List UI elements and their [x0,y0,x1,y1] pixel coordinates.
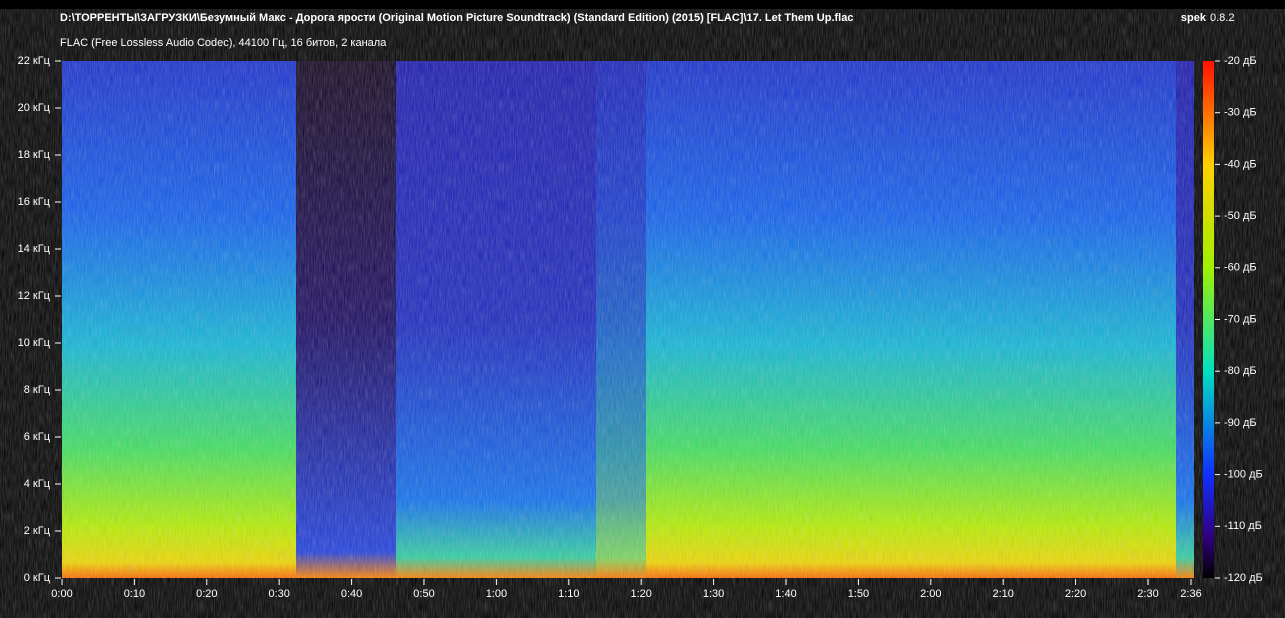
frequency-label: 22 кГц [18,55,51,67]
time-label: 1:50 [848,588,869,600]
time-label: 0:50 [413,588,434,600]
time-label: 0:40 [341,588,362,600]
frequency-label: 10 кГц [18,337,51,349]
time-label: 0:10 [124,588,145,600]
frequency-label: 8 кГц [24,384,51,396]
db-label: -90 дБ [1224,417,1257,429]
time-label: 2:36 [1180,588,1201,600]
db-label: -70 дБ [1224,313,1257,325]
time-label: 2:10 [992,588,1013,600]
frequency-label: 4 кГц [24,478,51,490]
db-label: -110 дБ [1224,520,1262,532]
file-info: FLAC (Free Lossless Audio Codec), 44100 … [60,37,387,49]
time-label: 1:00 [486,588,507,600]
db-label: -60 дБ [1224,262,1257,274]
time-label: 2:20 [1065,588,1086,600]
frequency-label: 16 кГц [18,196,51,208]
time-label: 0:20 [196,588,217,600]
db-label: -50 дБ [1224,210,1257,222]
db-label: -30 дБ [1224,107,1257,119]
time-label: 2:30 [1137,588,1158,600]
frequency-label: 2 кГц [24,525,51,537]
db-label: -20 дБ [1224,55,1257,67]
axes: 0 кГц 2 кГц 4 кГц 6 кГц 8 кГц 10 кГц 12 кГц 14 … [18,55,1263,600]
frequency-label: 12 кГц [18,290,51,302]
spectrogram [62,61,1194,578]
frequency-label: 18 кГц [18,149,51,161]
app-name: spek [1181,12,1207,24]
file-title: D:\ТОРРЕНТЫ\ЗАГРУЗКИ\Безумный Макс - Дор… [60,12,853,24]
color-scale-bar [1203,61,1214,578]
time-label: 0:00 [51,588,72,600]
time-label: 2:00 [920,588,941,600]
app-version: 0.8.2 [1210,12,1234,24]
db-label: -120 дБ [1224,572,1263,584]
time-label: 1:10 [558,588,579,600]
db-label: -40 дБ [1224,158,1257,170]
time-label: 1:40 [775,588,796,600]
db-label: -80 дБ [1224,365,1257,377]
time-label: 1:30 [703,588,724,600]
db-label: -100 дБ [1224,469,1263,481]
frequency-label: 0 кГц [24,572,51,584]
frequency-label: 6 кГц [24,431,51,443]
frequency-label: 20 кГц [18,102,51,114]
frequency-label: 14 кГц [18,243,51,255]
time-label: 1:20 [630,588,651,600]
time-label: 0:30 [268,588,289,600]
